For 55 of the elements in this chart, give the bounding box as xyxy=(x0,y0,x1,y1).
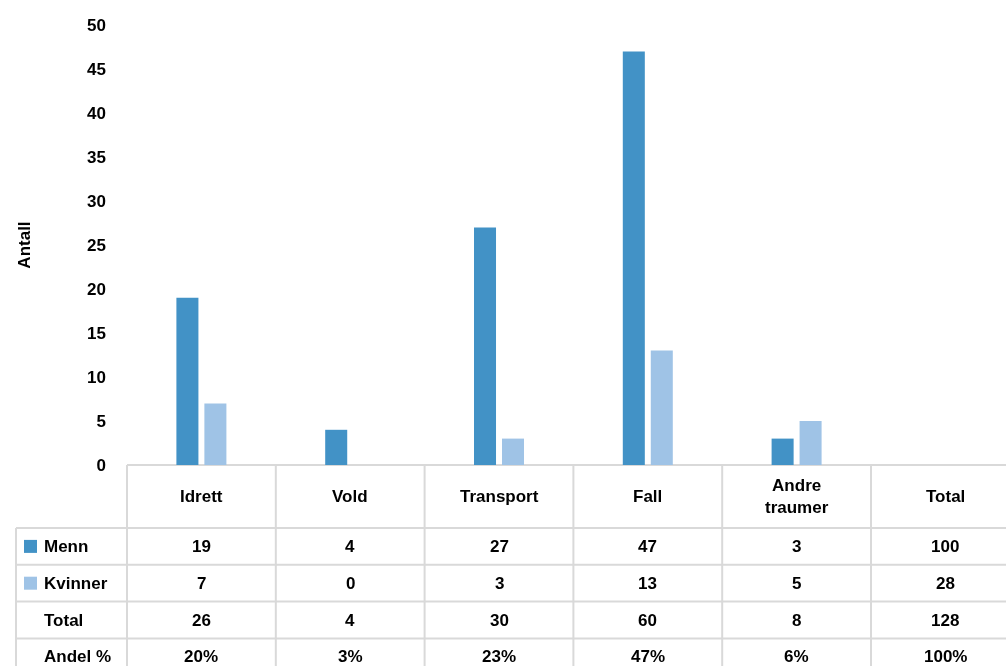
y-axis-title: Antall xyxy=(14,221,34,269)
y-tick-label: 35 xyxy=(87,147,106,167)
x-tick-label: Total xyxy=(926,487,966,506)
bar xyxy=(771,438,794,465)
data-label: 3 xyxy=(792,537,802,556)
text: 128 xyxy=(931,611,960,630)
data-label: 13 xyxy=(638,574,657,593)
bar xyxy=(622,51,645,465)
data-label: 7 xyxy=(197,574,207,593)
text: 20% xyxy=(184,647,219,666)
data-label: 19 xyxy=(192,537,211,556)
x-tick-label: Fall xyxy=(633,487,663,506)
text: 100 xyxy=(931,537,960,556)
x-tick-label: Idrett xyxy=(180,487,223,506)
data-label: 4 xyxy=(345,537,355,556)
data-label: 0 xyxy=(346,574,356,593)
text: 6% xyxy=(784,647,809,666)
text: 23% xyxy=(482,647,517,666)
bar xyxy=(176,297,199,465)
bar xyxy=(501,438,524,465)
text: 60 xyxy=(638,611,657,630)
data-label: 5 xyxy=(792,574,802,593)
y-tick-label: 15 xyxy=(87,323,106,343)
text: 4 xyxy=(345,611,355,630)
y-tick-label: 25 xyxy=(87,235,106,255)
y-tick-label: 30 xyxy=(87,191,106,211)
text: 100% xyxy=(924,647,968,666)
data-label: 3 xyxy=(495,574,505,593)
y-tick-label: 10 xyxy=(87,367,106,387)
y-tick-label: 5 xyxy=(96,411,106,431)
bar xyxy=(204,403,227,465)
legend-label: Menn xyxy=(44,537,89,556)
bar xyxy=(325,429,348,465)
text: 26 xyxy=(192,611,211,630)
x-tick-label: Vold xyxy=(332,487,368,506)
x-tick-label: Andre traumer xyxy=(765,476,829,518)
y-tick-label: 40 xyxy=(87,103,106,123)
bar xyxy=(650,350,673,465)
y-tick-label: 20 xyxy=(87,279,106,299)
bar xyxy=(799,421,822,465)
y-tick-label: 50 xyxy=(87,15,106,35)
text: 28 xyxy=(936,574,955,593)
y-tick-label: 45 xyxy=(87,59,106,79)
legend-label: Kvinner xyxy=(44,574,108,593)
text: Total xyxy=(44,611,84,630)
bar xyxy=(474,227,497,465)
text: 8 xyxy=(792,611,802,630)
text: 3% xyxy=(338,647,363,666)
y-tick-label: 0 xyxy=(96,455,106,475)
text: Andel % xyxy=(44,647,112,666)
x-tick-label: Transport xyxy=(460,487,539,506)
data-label: 47 xyxy=(638,537,657,556)
data-label: 27 xyxy=(490,537,509,556)
text: 30 xyxy=(490,611,509,630)
text: 47% xyxy=(631,647,666,666)
